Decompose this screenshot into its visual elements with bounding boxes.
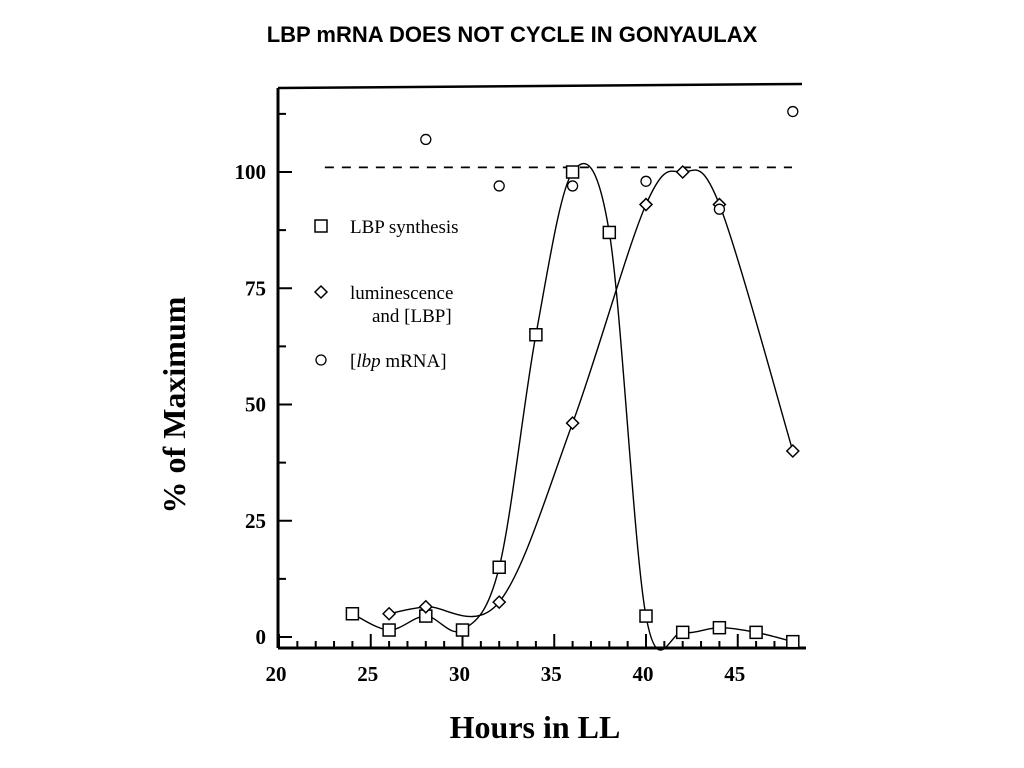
y-tick-label: 75 <box>245 276 266 300</box>
x-tick-label: 35 <box>541 662 562 686</box>
legend-square-marker <box>314 219 328 233</box>
legend: LBP synthesis luminescence and [LBP] [lb… <box>313 217 459 372</box>
luminescence-point <box>675 164 690 180</box>
luminescence-point <box>382 606 397 621</box>
lbp-synthesis-point <box>492 560 506 574</box>
markers <box>345 105 800 649</box>
luminescence-point <box>565 416 580 431</box>
luminescence-point <box>492 595 507 610</box>
x-tick-label: 45 <box>724 662 745 686</box>
lbp-synthesis-point <box>675 625 690 640</box>
luminescence-point <box>418 599 433 614</box>
legend-label-lbp-mrna-suffix: mRNA] <box>381 351 447 372</box>
y-tick-label: 0 <box>256 625 267 649</box>
lbp-mrna-point <box>566 180 579 192</box>
legend-label-lbp-level: and [LBP] <box>372 306 452 327</box>
legend-circle-marker <box>315 354 327 366</box>
lbp-synthesis-point <box>565 165 580 179</box>
lbp-synthesis-point <box>786 634 800 649</box>
lbp-mrna-point <box>420 133 432 146</box>
legend-label-lbp-mrna-italic: lbp <box>356 351 380 372</box>
luminescence-point <box>785 443 800 459</box>
lbp-mrna-point <box>713 203 726 215</box>
lbp-synthesis-point <box>455 623 470 637</box>
legend-label-lbp-synthesis: LBP synthesis <box>350 217 459 238</box>
x-tick-label: 30 <box>449 662 470 686</box>
legend-label-lbp-mrna: [lbp mRNA] <box>350 351 447 372</box>
y-tick-label: 100 <box>235 160 267 184</box>
lbp-mrna-point <box>493 180 505 192</box>
lbp-mrna-point <box>787 105 799 118</box>
y-axis-label: % of Maximum <box>156 296 192 513</box>
luminescence-curve <box>388 169 794 618</box>
lbp-synthesis-point <box>345 607 360 621</box>
lbp-synthesis-point <box>749 625 763 640</box>
legend-diamond-marker <box>313 284 329 300</box>
lbp-synthesis-point <box>529 328 543 342</box>
tick-labels: 0 25 50 75 100 20 25 30 35 40 45 <box>235 160 746 686</box>
x-tick-label: 40 <box>633 662 654 686</box>
legend-label-lbp-mrna-prefix: [ <box>350 351 356 372</box>
lbp-synthesis-point <box>639 609 653 623</box>
lbp-synthesis-point <box>712 620 727 635</box>
x-axis-label: Hours in LL <box>450 709 621 745</box>
y-tick-label: 25 <box>245 509 266 533</box>
lbp-synthesis-point <box>382 623 396 637</box>
lbp-mrna-point <box>640 175 652 187</box>
x-tick-label: 20 <box>266 662 287 686</box>
legend-label-luminescence: luminescence <box>350 283 453 304</box>
axes <box>276 82 806 650</box>
luminescence-point <box>638 197 654 212</box>
y-tick-label: 50 <box>245 393 266 417</box>
x-tick-label: 25 <box>357 662 378 686</box>
lbp-synthesis-point <box>602 225 617 240</box>
slide-title: LBP mRNA DOES NOT CYCLE IN GONYAULAX <box>266 22 758 47</box>
top-border-line <box>277 82 803 90</box>
